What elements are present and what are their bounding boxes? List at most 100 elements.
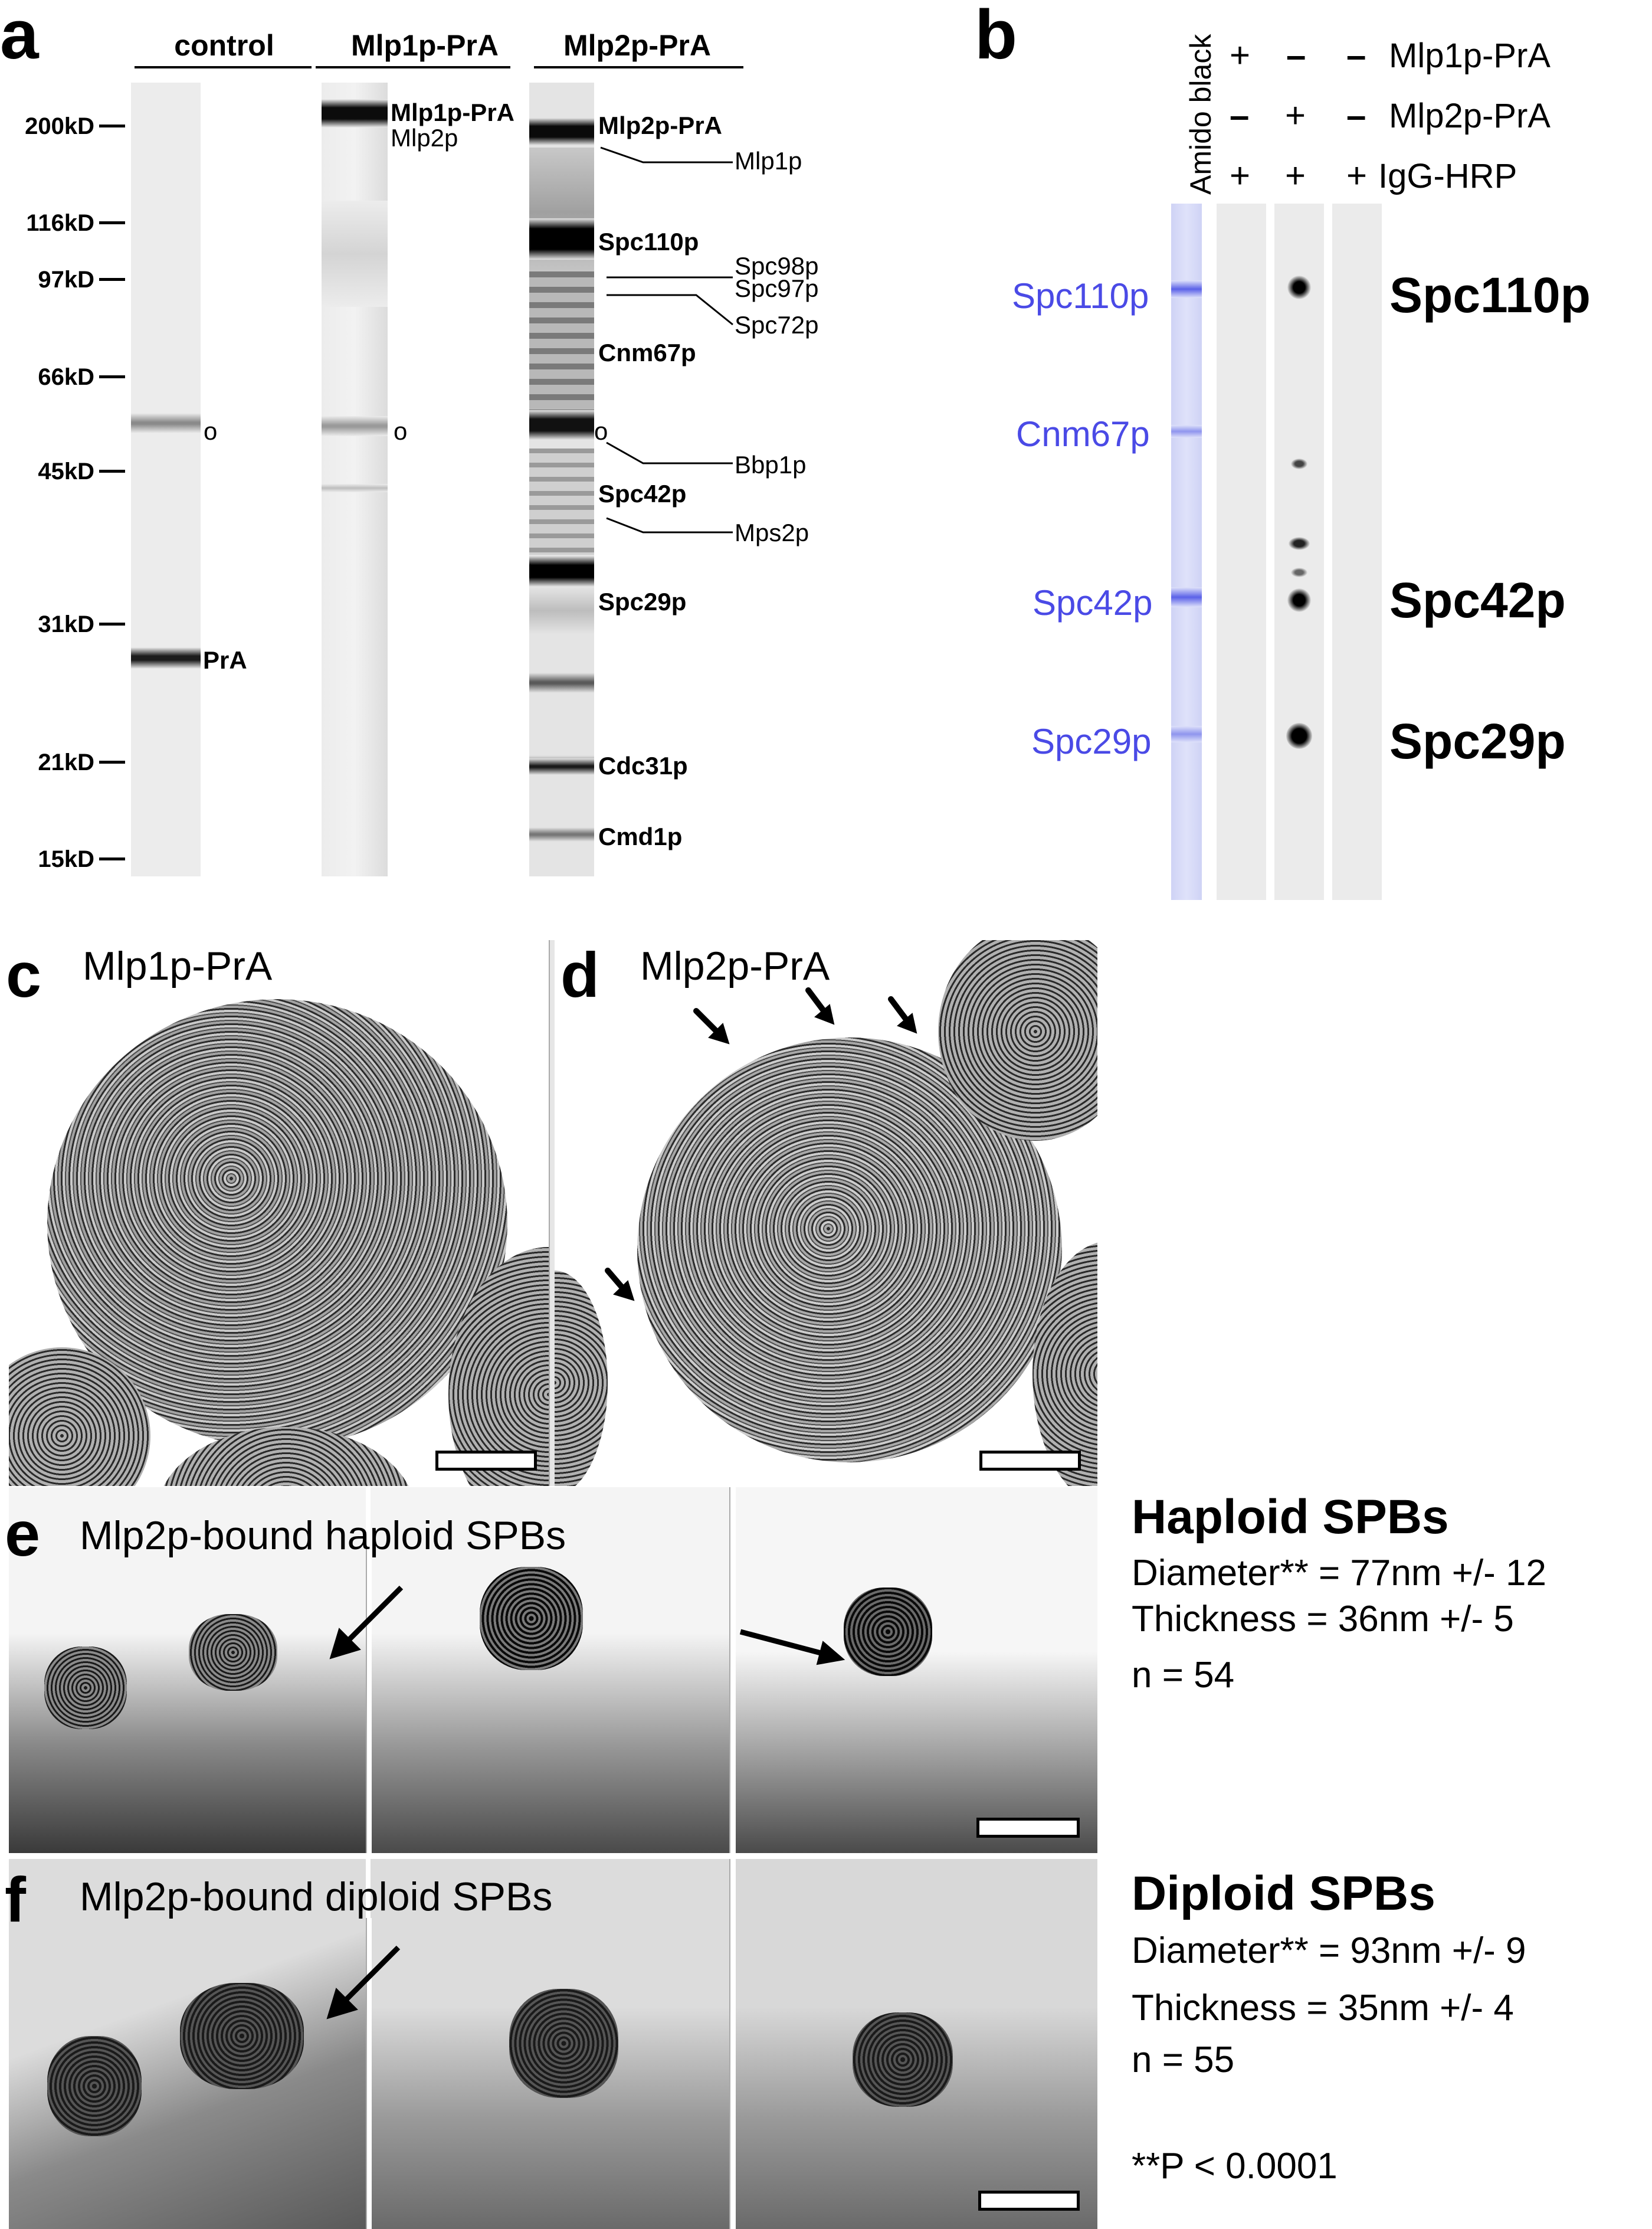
spb-shape — [844, 1588, 932, 1676]
em-image-e3 — [735, 1487, 1097, 1853]
panel-d-arrows — [605, 987, 917, 1301]
spb-shape — [509, 1989, 618, 2098]
spb-shape — [480, 1567, 583, 1670]
gel-smear — [322, 201, 388, 307]
panel-d-title: Mlp2p-PrA — [640, 944, 830, 989]
panel-c-title: Mlp1p-PrA — [83, 944, 273, 989]
stain-label: Amido black — [1184, 34, 1217, 195]
panel-a-leader-lines — [600, 146, 733, 533]
mw-marker: 31kD — [38, 611, 94, 637]
panel-d-letter: d — [560, 939, 599, 1010]
gel-band — [529, 118, 594, 145]
western-lane-3 — [1332, 204, 1382, 900]
amido-black-lane — [1171, 204, 1202, 900]
right-label-spc42p: Spc42p — [1389, 572, 1566, 628]
label-spc29p: Spc29p — [598, 588, 687, 616]
panel-f-arrows — [326, 1945, 401, 2019]
gel-band — [529, 218, 594, 260]
spb-shape — [47, 2036, 142, 2136]
label-mlp2p-pra: Mlp2p-PrA — [598, 112, 722, 139]
em-image-d — [555, 940, 1097, 1486]
mw-marker: 15kD — [38, 846, 94, 872]
label-cnm67p: Cnm67p — [598, 339, 696, 366]
panel-f-title: Mlp2p-bound diploid SPBs — [80, 1874, 553, 1919]
haploid-n: n = 54 — [1132, 1655, 1235, 1696]
mw-marker: 21kD — [38, 749, 94, 775]
mw-marker: 45kD — [38, 459, 94, 485]
panel-divider — [729, 1487, 736, 1853]
blue-label-spc110p: Spc110p — [1012, 276, 1149, 316]
lane-header-control: control — [174, 29, 274, 62]
label-mlp1p-pra: Mlp1p-PrA — [391, 99, 514, 126]
gel-band — [322, 99, 388, 127]
panel-divider — [366, 1918, 372, 2229]
western-band — [1291, 568, 1307, 577]
circle-marker: o — [394, 417, 408, 445]
gel-band — [529, 827, 594, 842]
mw-tick — [99, 470, 125, 473]
gel-band — [529, 758, 594, 775]
mw-marker: 97kD — [38, 267, 94, 293]
em-image-e2 — [371, 1487, 729, 1853]
diploid-n: n = 55 — [1132, 2040, 1235, 2080]
label-pra: PrA — [203, 646, 247, 674]
gel-band — [529, 410, 594, 440]
gel-band — [131, 413, 201, 433]
lane-header-mlp1: Mlp1p-PrA — [351, 29, 499, 62]
gel-band — [131, 647, 201, 669]
sign: – — [1346, 96, 1366, 135]
gel-lane-mlp2 — [529, 83, 594, 876]
em-image-c — [9, 940, 549, 1486]
label-spc97p: Spc97p — [735, 274, 819, 302]
western-band — [1289, 537, 1310, 550]
blue-label-cnm67p: Cnm67p — [1016, 414, 1150, 454]
gel-band — [529, 673, 594, 693]
western-band — [1286, 723, 1312, 749]
panel-e-arrows — [329, 1585, 845, 1665]
row-label-mlp1: Mlp1p-PrA — [1389, 37, 1551, 75]
p-value-footnote: **P < 0.0001 — [1132, 2146, 1338, 2187]
scale-bar — [976, 1818, 1080, 1838]
label-mps2p: Mps2p — [735, 519, 809, 546]
right-label-spc110p: Spc110p — [1389, 267, 1591, 323]
gel-band — [1171, 280, 1202, 298]
panel-a-letter: a — [0, 0, 39, 74]
western-band — [1287, 588, 1311, 612]
sign: + — [1230, 35, 1251, 75]
scale-bar — [435, 1451, 537, 1471]
sign: + — [1346, 156, 1368, 195]
panel-divider — [366, 1546, 372, 1853]
gel-band — [1171, 587, 1202, 607]
western-band — [1291, 459, 1307, 469]
mw-tick — [99, 125, 125, 127]
sign: – — [1346, 35, 1366, 75]
em-image-f1 — [9, 1859, 366, 2229]
gel-band-ladder — [529, 449, 594, 555]
mw-tick — [99, 623, 125, 626]
em-image-e1 — [9, 1487, 366, 1853]
scale-bar — [978, 2191, 1080, 2211]
spb-shape — [189, 1614, 277, 1691]
mw-tick — [99, 278, 125, 281]
gel-band — [1171, 726, 1202, 742]
lane-header-underline — [135, 66, 312, 68]
panel-e-letter: e — [5, 1498, 41, 1569]
label-bbp1p: Bbp1p — [735, 451, 807, 479]
label-spc98p: Spc98p — [735, 252, 819, 280]
right-label-spc29p: Spc29p — [1389, 713, 1566, 769]
label-cmd1p: Cmd1p — [598, 823, 683, 850]
gel-lane-mlp1 — [322, 83, 388, 876]
label-mlp1p: Mlp1p — [735, 147, 802, 175]
sign: + — [1230, 156, 1251, 195]
circle-marker: o — [594, 417, 608, 445]
western-lane-1 — [1217, 204, 1266, 900]
row-label-mlp2: Mlp2p-PrA — [1389, 97, 1551, 135]
label-mlp2p: Mlp2p — [391, 124, 458, 152]
haploid-stats-title: Haploid SPBs — [1132, 1490, 1449, 1544]
mw-tick — [99, 857, 125, 860]
gel-band — [322, 416, 388, 436]
gel-band — [1171, 425, 1202, 438]
label-spc72p: Spc72p — [735, 311, 819, 339]
panel-b-letter: b — [975, 0, 1018, 74]
gel-band — [529, 556, 594, 587]
